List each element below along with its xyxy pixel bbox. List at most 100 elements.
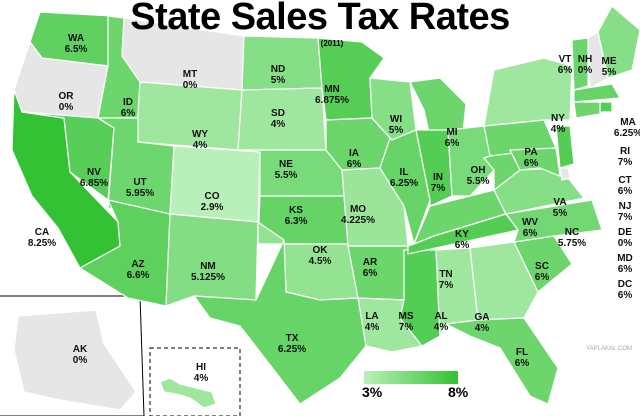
state-abbr: MI xyxy=(446,127,458,138)
state-label-nc: NC 5.75% xyxy=(558,227,586,249)
state-rate: 4% xyxy=(550,124,566,135)
state-abbr: AL xyxy=(434,311,448,322)
state-label-nh: NH 0% xyxy=(578,54,592,76)
state-label-ks: KS 6.3% xyxy=(285,205,308,227)
state-ri-shape xyxy=(599,101,613,113)
state-label-la: LA 4% xyxy=(365,311,379,333)
state-rate: 7% xyxy=(438,280,454,291)
state-abbr: NY xyxy=(551,113,565,124)
state-label-ga: GA 4% xyxy=(475,312,490,334)
state-abbr: KY xyxy=(455,229,469,240)
state-rate: 5% xyxy=(601,67,617,78)
state-rate: 6% xyxy=(120,108,136,119)
state-label-ca: CA 8.25% xyxy=(28,227,56,249)
state-abbr: GA xyxy=(474,312,490,323)
state-rate: 5.5% xyxy=(274,170,298,181)
state-nm-shape xyxy=(165,213,259,307)
hawaii-inset-frame xyxy=(149,347,241,416)
state-rate: 4% xyxy=(474,323,490,334)
state-label-id: ID 6% xyxy=(121,97,135,119)
state-abbr: PA xyxy=(524,147,538,158)
state-rate: 6.25% xyxy=(277,344,307,355)
state-label-de: DE 0% xyxy=(618,227,632,249)
state-label-tn: TN 7% xyxy=(439,269,453,291)
map-subtitle: (2011) xyxy=(320,39,344,48)
state-label-hi: HI 4% xyxy=(194,362,208,384)
state-abbr: SD xyxy=(271,108,285,119)
state-abbr: MT xyxy=(182,69,198,80)
state-nj-shape xyxy=(555,125,575,169)
state-abbr: RI xyxy=(619,146,630,157)
state-label-ny: NY 4% xyxy=(551,113,565,135)
state-abbr: IA xyxy=(348,148,359,159)
state-rate: 6.5% xyxy=(64,44,88,55)
state-label-mn: MN 6.875% xyxy=(315,84,349,106)
state-label-nv: NV 6.85% xyxy=(80,167,108,189)
state-abbr: WA xyxy=(67,33,85,44)
state-md-shape xyxy=(509,147,561,177)
state-label-in: IN 7% xyxy=(431,172,445,194)
state-rate: 6% xyxy=(534,272,550,283)
state-label-mt: MT 0% xyxy=(183,69,197,91)
state-abbr: DE xyxy=(618,227,632,238)
state-ar-shape xyxy=(347,245,409,301)
state-rate: 5.95% xyxy=(125,188,155,199)
state-abbr: AZ xyxy=(131,259,145,270)
state-rate: 7% xyxy=(430,183,446,194)
state-label-wa: WA 6.5% xyxy=(65,33,88,55)
state-de-shape xyxy=(559,167,571,181)
state-abbr: NE xyxy=(279,159,293,170)
state-rate: 5% xyxy=(388,125,404,136)
state-abbr: IN xyxy=(432,172,443,183)
state-abbr: ID xyxy=(122,97,133,108)
state-rate: 6% xyxy=(522,228,538,239)
state-label-az: AZ 6.6% xyxy=(127,259,150,281)
state-rate: 6% xyxy=(346,159,362,170)
state-hi-shape xyxy=(159,377,217,409)
state-rate: 6% xyxy=(514,358,530,369)
state-label-vt: VT 6% xyxy=(558,54,572,76)
state-ga-shape xyxy=(469,241,539,321)
state-rate: 6.85% xyxy=(79,178,109,189)
state-abbr: VA xyxy=(553,197,567,208)
state-label-va: VA 5% xyxy=(553,197,567,219)
state-label-ne: NE 5.5% xyxy=(275,159,298,181)
legend-min-label: 3% xyxy=(362,384,383,400)
state-rate: 6% xyxy=(617,290,633,301)
state-ak-shape xyxy=(13,309,137,411)
state-abbr: MN xyxy=(324,84,340,95)
state-rate: 4% xyxy=(192,140,208,151)
state-label-or: OR 0% xyxy=(59,91,74,113)
state-label-ma: MA 6.25% xyxy=(614,117,640,139)
state-rate: 5.5% xyxy=(466,176,490,187)
state-label-il: IL 6.25% xyxy=(390,167,418,189)
state-abbr: LA xyxy=(365,311,379,322)
state-rate: 0% xyxy=(617,238,633,249)
state-label-sd: SD 4% xyxy=(271,108,285,130)
state-abbr: UT xyxy=(133,177,147,188)
state-rate: 4% xyxy=(270,119,286,130)
state-rate: 5% xyxy=(270,75,286,86)
state-rate: 6% xyxy=(617,186,633,197)
state-in-shape xyxy=(415,129,453,207)
state-rate: 7% xyxy=(617,157,633,168)
state-rate: 7% xyxy=(617,212,633,223)
state-abbr: MD xyxy=(617,253,633,264)
state-rate: 6.25% xyxy=(389,178,419,189)
state-rate: 7% xyxy=(398,322,414,333)
state-fl-shape xyxy=(443,317,559,405)
state-rate: 8.25% xyxy=(27,238,57,249)
state-rate: 2.9% xyxy=(200,202,224,213)
state-label-dc: DC 6% xyxy=(618,279,632,301)
state-rate: 0% xyxy=(182,80,198,91)
state-rate: 6.3% xyxy=(284,216,308,227)
legend-gradient xyxy=(364,371,458,384)
state-abbr: OK xyxy=(312,245,328,256)
state-abbr: MS xyxy=(398,311,414,322)
state-rate: 0% xyxy=(577,65,593,76)
state-rate: 6% xyxy=(617,264,633,275)
state-label-mo: MO 4.225% xyxy=(341,204,375,226)
state-rate: 5% xyxy=(552,208,568,219)
state-abbr: AR xyxy=(362,257,378,268)
watermark: YAPLAKAL.COM xyxy=(586,346,632,352)
